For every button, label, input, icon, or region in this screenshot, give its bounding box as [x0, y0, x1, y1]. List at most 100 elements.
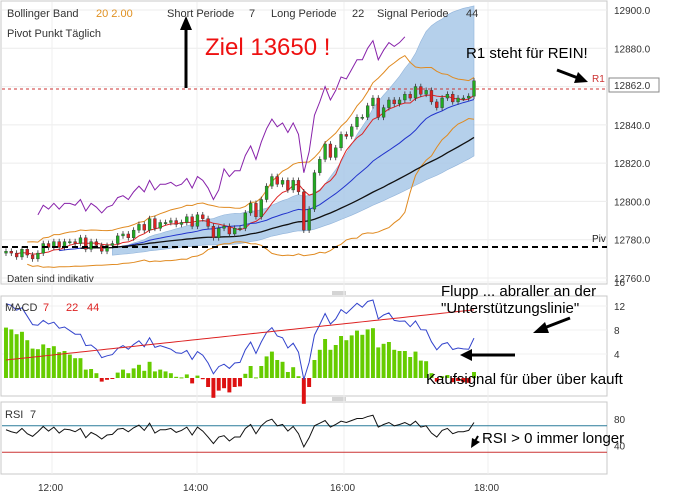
- candle-body: [365, 105, 370, 118]
- candle-body: [397, 99, 402, 104]
- macd-fast: 7: [43, 302, 49, 314]
- macd-histogram-bar: [168, 373, 173, 378]
- candle-body: [105, 245, 109, 252]
- candle-body: [4, 250, 8, 254]
- macd-histogram-bar: [227, 378, 232, 393]
- macd-histogram-bar: [131, 368, 136, 378]
- lagging-span-line: [37, 36, 406, 216]
- x-tick-label: 14:00: [183, 483, 208, 494]
- macd-histogram-bar: [466, 378, 471, 383]
- price-y-tick: 12880.0: [614, 44, 651, 55]
- candle-body: [467, 95, 471, 99]
- macd-histogram-bar: [360, 334, 365, 378]
- candle-body: [41, 243, 45, 254]
- macd-histogram-bar: [126, 373, 131, 378]
- macd-histogram-bar: [280, 361, 285, 378]
- macd-histogram-bar: [222, 378, 227, 389]
- macd-histogram-bar: [163, 371, 168, 378]
- macd-histogram-bar: [269, 351, 274, 378]
- macd-histogram-bar: [14, 334, 19, 378]
- price-y-tick: 12900.0: [614, 6, 651, 17]
- macd-signal-period: 44: [87, 302, 99, 314]
- rsi-y-tick: 40: [614, 442, 626, 453]
- candle-body: [217, 228, 221, 239]
- candle-body: [222, 226, 226, 229]
- macd-histogram-bar: [429, 373, 434, 378]
- candle-body: [318, 159, 322, 173]
- candle-body: [142, 224, 146, 231]
- candle-body: [387, 99, 391, 108]
- macd-histogram-bar: [78, 358, 83, 378]
- macd-histogram-bar: [99, 378, 104, 382]
- price-panel-frame: [0, 0, 608, 285]
- long-period-value: 22: [352, 8, 364, 20]
- macd-histogram-bar: [301, 378, 306, 404]
- macd-histogram-bar: [190, 378, 195, 384]
- candle-body: [179, 222, 184, 225]
- candle-body: [275, 176, 279, 185]
- macd-histogram-bar: [259, 366, 264, 378]
- macd-histogram-bar: [19, 331, 24, 378]
- rsi-note: RSI > 0 immer longer: [482, 430, 624, 447]
- candle-body: [323, 143, 327, 160]
- macd-histogram-bar: [35, 349, 40, 378]
- candle-body: [9, 250, 13, 254]
- price-y-tick: 12820.0: [614, 159, 651, 170]
- candle-body: [339, 134, 343, 149]
- candle-body: [78, 237, 83, 244]
- macd-histogram-bar: [238, 378, 242, 387]
- candle-body: [312, 172, 317, 210]
- bollinger-lower-line: [27, 117, 475, 268]
- r1-note: R1 steht für REIN!: [466, 45, 588, 62]
- macd-histogram-bar: [440, 376, 445, 378]
- r1-price-value: 12862.0: [614, 81, 651, 92]
- macd-histogram-bar: [450, 378, 455, 383]
- cloud-area: [112, 5, 475, 256]
- macd-histogram-bar: [328, 349, 333, 378]
- target-annotation: Ziel 13650 !: [205, 34, 330, 61]
- candle-body: [190, 216, 194, 227]
- macd-line: [5, 299, 475, 380]
- macd-histogram-bar: [4, 327, 8, 378]
- candle-body: [185, 216, 189, 223]
- macd-histogram-bar: [381, 343, 386, 378]
- macd-histogram-bar: [152, 371, 157, 378]
- macd-histogram-bar: [248, 366, 253, 378]
- candle-body: [302, 191, 306, 231]
- macd-histogram-bar: [418, 360, 423, 378]
- price-y-tick: 12760.0: [614, 274, 651, 285]
- signal-period-value: 44: [466, 8, 478, 20]
- macd-histogram-bar: [147, 361, 152, 378]
- macd-histogram-bar: [115, 372, 120, 378]
- macd-histogram-bar: [41, 344, 46, 378]
- candle-body: [14, 252, 19, 258]
- macd-y-tick: 8: [614, 326, 620, 337]
- candle-body: [30, 254, 35, 260]
- macd-histogram-bar: [67, 354, 72, 378]
- candle-body: [227, 226, 232, 235]
- macd-histogram-bar: [89, 369, 94, 378]
- macd-histogram-bar: [57, 352, 62, 378]
- macd-histogram-bar: [275, 360, 280, 378]
- macd-y-tick: 4: [614, 350, 620, 361]
- candle-body: [89, 241, 93, 250]
- candle-body: [169, 220, 173, 223]
- candle-body: [137, 224, 141, 231]
- candle-body: [94, 241, 99, 246]
- candle-body: [110, 243, 115, 246]
- data-note: Daten sind indikativ: [7, 274, 94, 285]
- macd-histogram-bar: [386, 342, 391, 378]
- macd-histogram-bar: [370, 328, 375, 378]
- macd-histogram-bar: [51, 346, 56, 378]
- macd-histogram-bar: [264, 356, 269, 378]
- macd-histogram-bar: [83, 369, 88, 378]
- candle-body: [153, 218, 157, 229]
- long-period-label: Long Periode: [271, 8, 336, 20]
- macd-histogram-bar: [339, 336, 344, 378]
- candle-body: [25, 249, 29, 256]
- macd-histogram-bar: [253, 377, 258, 379]
- r1-arrow: [556, 68, 588, 83]
- macd-histogram-bar: [195, 375, 200, 378]
- candle-body: [456, 97, 460, 103]
